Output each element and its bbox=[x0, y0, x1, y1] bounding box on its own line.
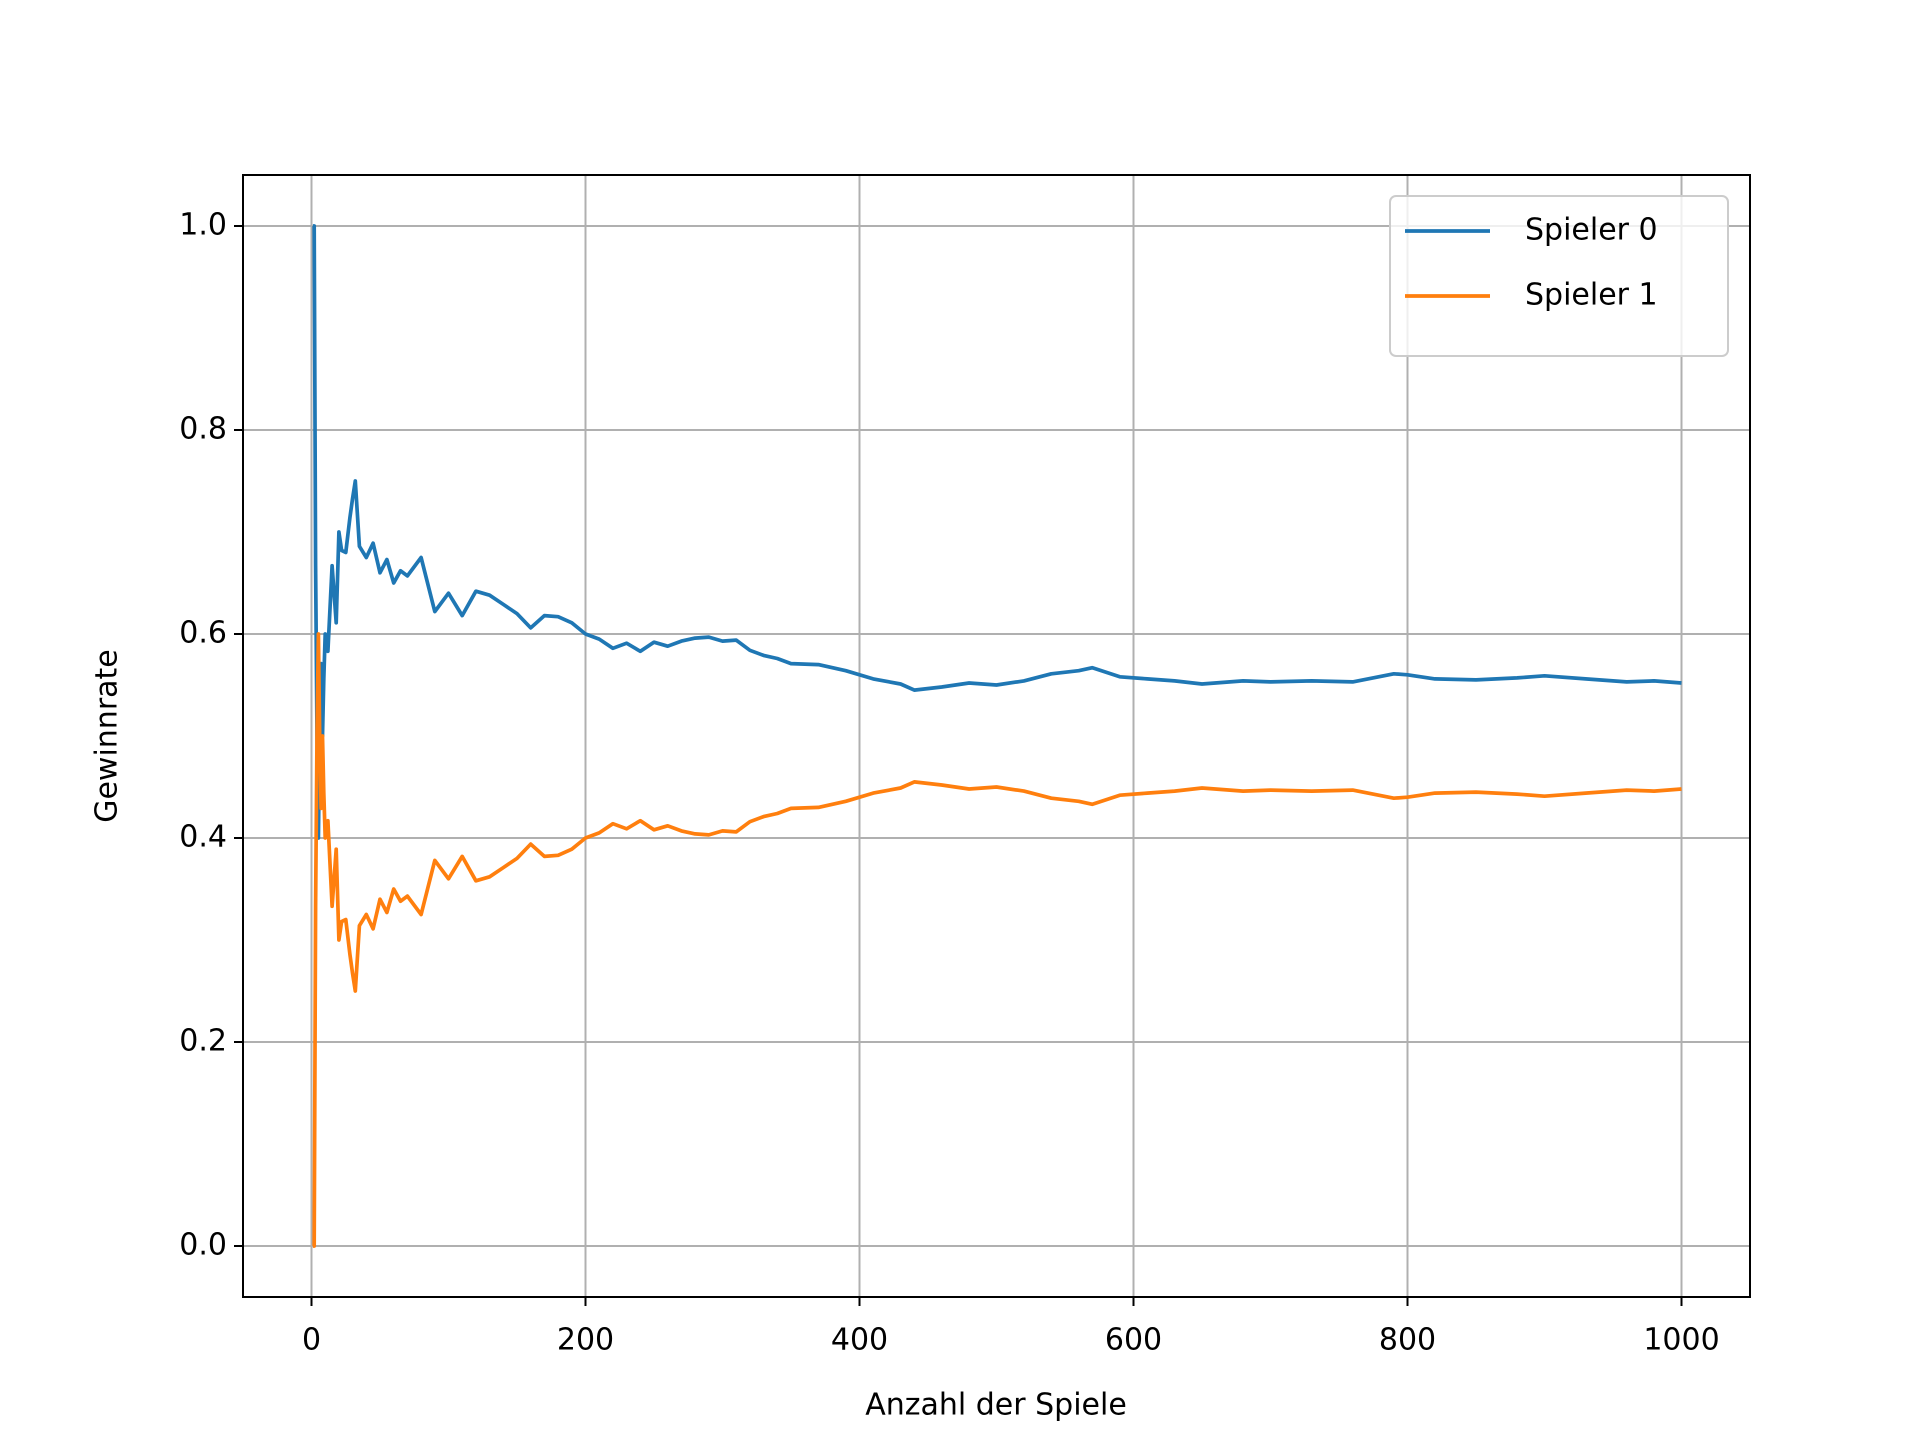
x-axis-label: Anzahl der Spiele bbox=[865, 1388, 1127, 1423]
data-line bbox=[312, 224, 1682, 840]
y-tick-label: 0.2 bbox=[179, 1024, 227, 1059]
x-tick-label: 0 bbox=[302, 1323, 321, 1358]
legend-label: Spieler 1 bbox=[1525, 278, 1658, 313]
x-tick-label: 800 bbox=[1379, 1323, 1436, 1358]
x-tick-label: 600 bbox=[1105, 1323, 1162, 1358]
y-tick-label: 0.6 bbox=[179, 616, 227, 651]
x-tick-label: 400 bbox=[831, 1323, 888, 1358]
data-line bbox=[312, 632, 1682, 1248]
legend-box bbox=[1389, 195, 1729, 357]
axes-frame bbox=[242, 174, 1751, 1298]
legend-label: Spieler 0 bbox=[1525, 213, 1658, 248]
y-axis-label: Gewinnrate bbox=[90, 649, 125, 823]
y-tick-label: 0.8 bbox=[179, 412, 227, 447]
y-tick-label: 0.4 bbox=[179, 820, 227, 855]
y-tick-label: 1.0 bbox=[179, 208, 227, 243]
x-tick-label: 200 bbox=[557, 1323, 614, 1358]
y-tick-label: 0.0 bbox=[179, 1228, 227, 1263]
x-tick-label: 1000 bbox=[1643, 1323, 1719, 1358]
